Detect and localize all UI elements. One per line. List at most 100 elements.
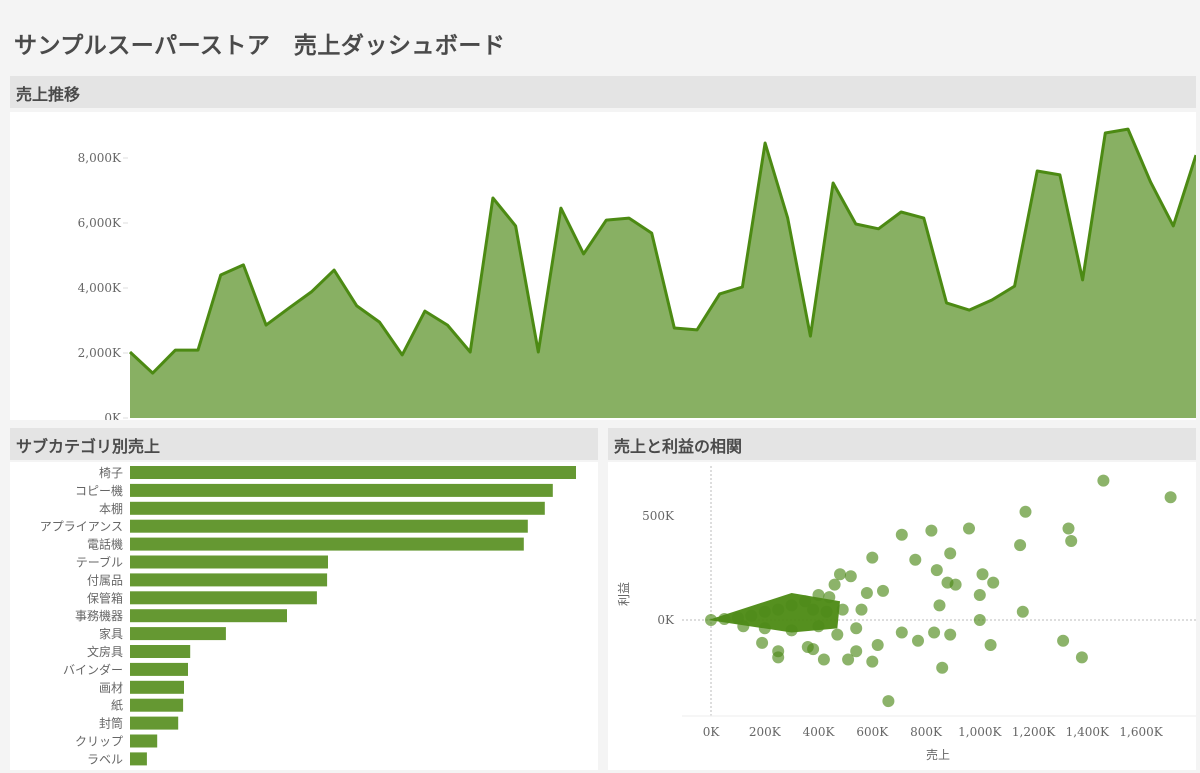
scatter-point[interactable] (817, 653, 830, 666)
scatter-point[interactable] (1014, 539, 1027, 552)
bar-category-label: バインダー (63, 662, 123, 677)
subcategory-bar[interactable] (130, 519, 528, 533)
scatter-point[interactable] (1057, 634, 1070, 647)
subcategory-bar[interactable] (130, 573, 328, 587)
scatter-x-tick-label: 1,400K (1066, 725, 1110, 739)
scatter-point[interactable] (930, 564, 943, 577)
scatter-point[interactable] (895, 626, 908, 639)
scatter-point[interactable] (1062, 522, 1075, 535)
trend-y-tick-label: 8,000K (78, 151, 122, 165)
subcategory-bar[interactable] (130, 734, 158, 748)
scatter-point[interactable] (912, 634, 924, 647)
scatter-point[interactable] (855, 603, 868, 616)
scatter-point[interactable] (850, 622, 863, 635)
subcategory-bar[interactable] (130, 537, 524, 551)
scatter-point[interactable] (801, 641, 814, 653)
sales-profit-scatter-chart[interactable]: 0K 200K 400K 600K 800K 1,000K 1,200K 1,400K 1,60… (608, 462, 1196, 770)
scatter-point[interactable] (844, 570, 857, 583)
scatter-point[interactable] (828, 578, 841, 591)
scatter-point[interactable] (772, 603, 785, 616)
scatter-point[interactable] (949, 578, 962, 591)
scatter-point[interactable] (1075, 651, 1088, 664)
subcategory-bar[interactable] (130, 501, 545, 515)
trend-line (128, 127, 1198, 375)
scatter-point[interactable] (812, 589, 825, 601)
scatter-point[interactable] (718, 613, 731, 625)
dashboard-title: サンプルスーパーストア 売上ダッシュボード (14, 32, 506, 59)
subcategory-bar-chart[interactable]: 椅子コピー機本棚アプライアンス電話機テーブル付属品保管箱事務機器家具文房具バイン… (10, 462, 598, 770)
trend-panel-header: 売上推移 (10, 76, 1196, 108)
scatter-point[interactable] (799, 595, 812, 608)
scatter-point[interactable] (831, 628, 844, 641)
scatter-point[interactable] (944, 547, 957, 560)
scatter-point[interactable] (871, 639, 884, 651)
scatter-point[interactable] (909, 553, 922, 566)
scatter-point[interactable] (737, 620, 750, 633)
scatter-point[interactable] (705, 614, 717, 626)
scatter-point[interactable] (1016, 605, 1029, 618)
scatter-point[interactable] (877, 584, 889, 597)
bar-category-label: 事務機器 (75, 608, 123, 623)
subcategory-bar[interactable] (130, 752, 147, 766)
subcategory-bar[interactable] (130, 483, 553, 497)
trend-y-tick-label: 6,000K (78, 216, 122, 230)
scatter-point[interactable] (866, 655, 879, 668)
scatter-point[interactable] (1019, 505, 1032, 518)
scatter-point[interactable] (882, 695, 895, 708)
subcategory-bar[interactable] (130, 591, 317, 605)
scatter-point[interactable] (850, 645, 863, 658)
scatter-point[interactable] (745, 609, 758, 622)
scatter-point[interactable] (987, 576, 1000, 589)
trend-panel-body: 0K 2,000K 4,000K 6,000K 8,000K (10, 112, 1198, 425)
scatter-point[interactable] (1164, 491, 1177, 504)
scatter-point[interactable] (812, 620, 825, 633)
scatter-point[interactable] (836, 603, 849, 616)
scatter-x-tick-label: 1,000K (958, 725, 1002, 739)
scatter-point[interactable] (1065, 535, 1078, 547)
subcategory-bar[interactable] (130, 645, 191, 658)
scatter-x-axis-title: 売上 (926, 747, 950, 762)
bar-category-label: 電話機 (87, 537, 123, 552)
trend-area-fill (130, 129, 1196, 418)
bar-category-label: 椅子 (99, 466, 123, 480)
scatter-point[interactable] (834, 568, 846, 581)
scatter-point[interactable] (866, 551, 879, 564)
bar-category-label: 封筒 (99, 716, 123, 731)
scatter-point[interactable] (933, 599, 946, 612)
subcategory-bar[interactable] (130, 716, 179, 730)
scatter-point[interactable] (928, 626, 941, 639)
trend-area-chart[interactable]: 0K 2,000K 4,000K 6,000K 8,000K (10, 112, 1198, 425)
subcategory-bar[interactable] (130, 662, 188, 676)
subcategory-bar[interactable] (130, 609, 287, 623)
scatter-point[interactable] (756, 636, 769, 649)
scatter-point[interactable] (785, 599, 798, 612)
scatter-point[interactable] (984, 639, 997, 651)
scatter-point[interactable] (925, 524, 938, 537)
scatter-point[interactable] (785, 624, 798, 637)
scatter-point[interactable] (976, 568, 989, 581)
scatter-point[interactable] (1097, 474, 1110, 487)
scatter-point[interactable] (936, 661, 949, 674)
scatter-point[interactable] (758, 605, 771, 618)
scatter-point[interactable] (772, 651, 785, 664)
subcategory-bar[interactable] (130, 698, 184, 712)
subcategory-bar[interactable] (130, 555, 328, 569)
scatter-point[interactable] (842, 653, 855, 666)
scatter-point[interactable] (944, 628, 957, 641)
scatter-point[interactable] (973, 614, 986, 626)
subcategory-bar[interactable] (130, 680, 184, 694)
scatter-point[interactable] (758, 622, 771, 635)
scatter-point[interactable] (820, 605, 833, 618)
subcategory-bar[interactable] (130, 627, 226, 641)
trend-y-tick-label: 2,000K (78, 346, 122, 360)
scatter-point[interactable] (973, 589, 986, 601)
scatter-x-tick-label: 400K (803, 725, 836, 739)
scatter-point[interactable] (860, 587, 873, 599)
scatter-point[interactable] (807, 603, 820, 616)
scatter-x-tick-label: 0K (703, 725, 721, 739)
scatter-point[interactable] (963, 522, 975, 535)
scatter-point[interactable] (823, 591, 836, 604)
subcategory-bar[interactable] (130, 466, 576, 479)
scatter-point[interactable] (895, 528, 908, 541)
bar-category-label: クリップ (75, 735, 123, 749)
